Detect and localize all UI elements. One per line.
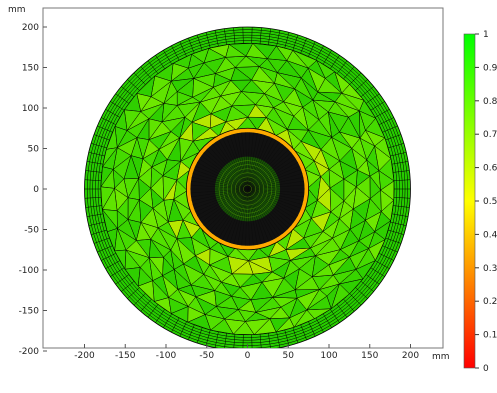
y-tick-label: 0 xyxy=(33,185,39,195)
x-tick-label: -150 xyxy=(115,351,136,361)
y-tick-label: -100 xyxy=(19,266,40,276)
colorbar-tick-label: 0.3 xyxy=(483,264,497,274)
x-tick-label: -100 xyxy=(156,351,177,361)
colorbar-tick-label: 0.1 xyxy=(483,331,497,341)
mesh-layer xyxy=(85,27,411,351)
y-tick-label: 50 xyxy=(28,145,40,155)
colorbar-ticks: 1 0.9 0.8 0.7 0.6 0.5 0.4 0.3 0.2 0.1 0 xyxy=(475,30,497,374)
colorbar-gradient xyxy=(464,34,475,368)
y-tick-label: -150 xyxy=(19,307,40,317)
colorbar-tick-label: 0.7 xyxy=(483,130,497,140)
x-tick-label: 100 xyxy=(320,351,337,361)
y-tick-label: -200 xyxy=(19,347,40,357)
colorbar-tick-label: 0.4 xyxy=(483,230,497,240)
colorbar-tick-label: 0.2 xyxy=(483,297,497,307)
y-tick-label: 150 xyxy=(22,64,39,74)
x-tick-label: -200 xyxy=(74,351,95,361)
colorbar-tick-label: 0.6 xyxy=(483,164,497,174)
colorbar-tick-label: 0.8 xyxy=(483,97,497,107)
x-axis-unit: mm xyxy=(432,352,450,362)
y-tick-label: 100 xyxy=(22,104,39,114)
x-tick-label: -50 xyxy=(199,351,214,361)
colorbar-tick-label: 0 xyxy=(483,364,489,374)
x-tick-label: 0 xyxy=(245,351,251,361)
colorbar-tick-label: 0.9 xyxy=(483,63,497,73)
y-axis-unit: mm xyxy=(8,5,26,15)
colorbar: 1 0.9 0.8 0.7 0.6 0.5 0.4 0.3 0.2 0.1 0 xyxy=(464,30,497,374)
y-tick-label: 200 xyxy=(22,23,39,33)
x-tick-label: 200 xyxy=(402,351,419,361)
colorbar-tick-label: 1 xyxy=(483,30,489,40)
y-tick-label: -50 xyxy=(24,226,39,236)
colorbar-tick-label: 0.5 xyxy=(483,197,497,207)
x-tick-label: 50 xyxy=(283,351,295,361)
x-tick-label: 150 xyxy=(361,351,378,361)
